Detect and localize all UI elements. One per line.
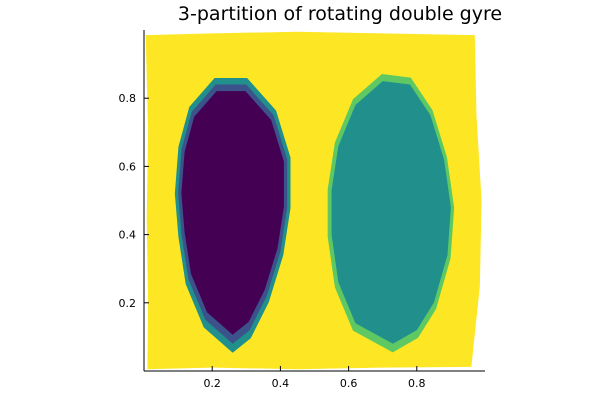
y-tick-label: 0.6 [119,160,137,173]
x-ticks: 0.2 0.4 0.6 0.8 [203,366,426,390]
x-tick-label: 0.2 [203,377,221,390]
left-gyre-layer-3 [181,91,284,335]
right-gyre [327,73,455,353]
y-tick-label: 0.2 [119,297,137,310]
axes [143,30,485,372]
plot-area [145,31,482,370]
x-tick-label: 0.4 [272,377,290,390]
x-tick-label: 0.6 [340,377,358,390]
right-gyre-layer-3 [335,88,448,336]
y-ticks: 0.2 0.4 0.6 0.8 [119,92,149,310]
x-tick-label: 0.8 [408,377,426,390]
y-tick-label: 0.4 [119,229,137,242]
chart-title: 3-partition of rotating double gyre [178,3,502,25]
left-gyre [174,78,291,353]
y-tick-label: 0.8 [119,92,137,105]
